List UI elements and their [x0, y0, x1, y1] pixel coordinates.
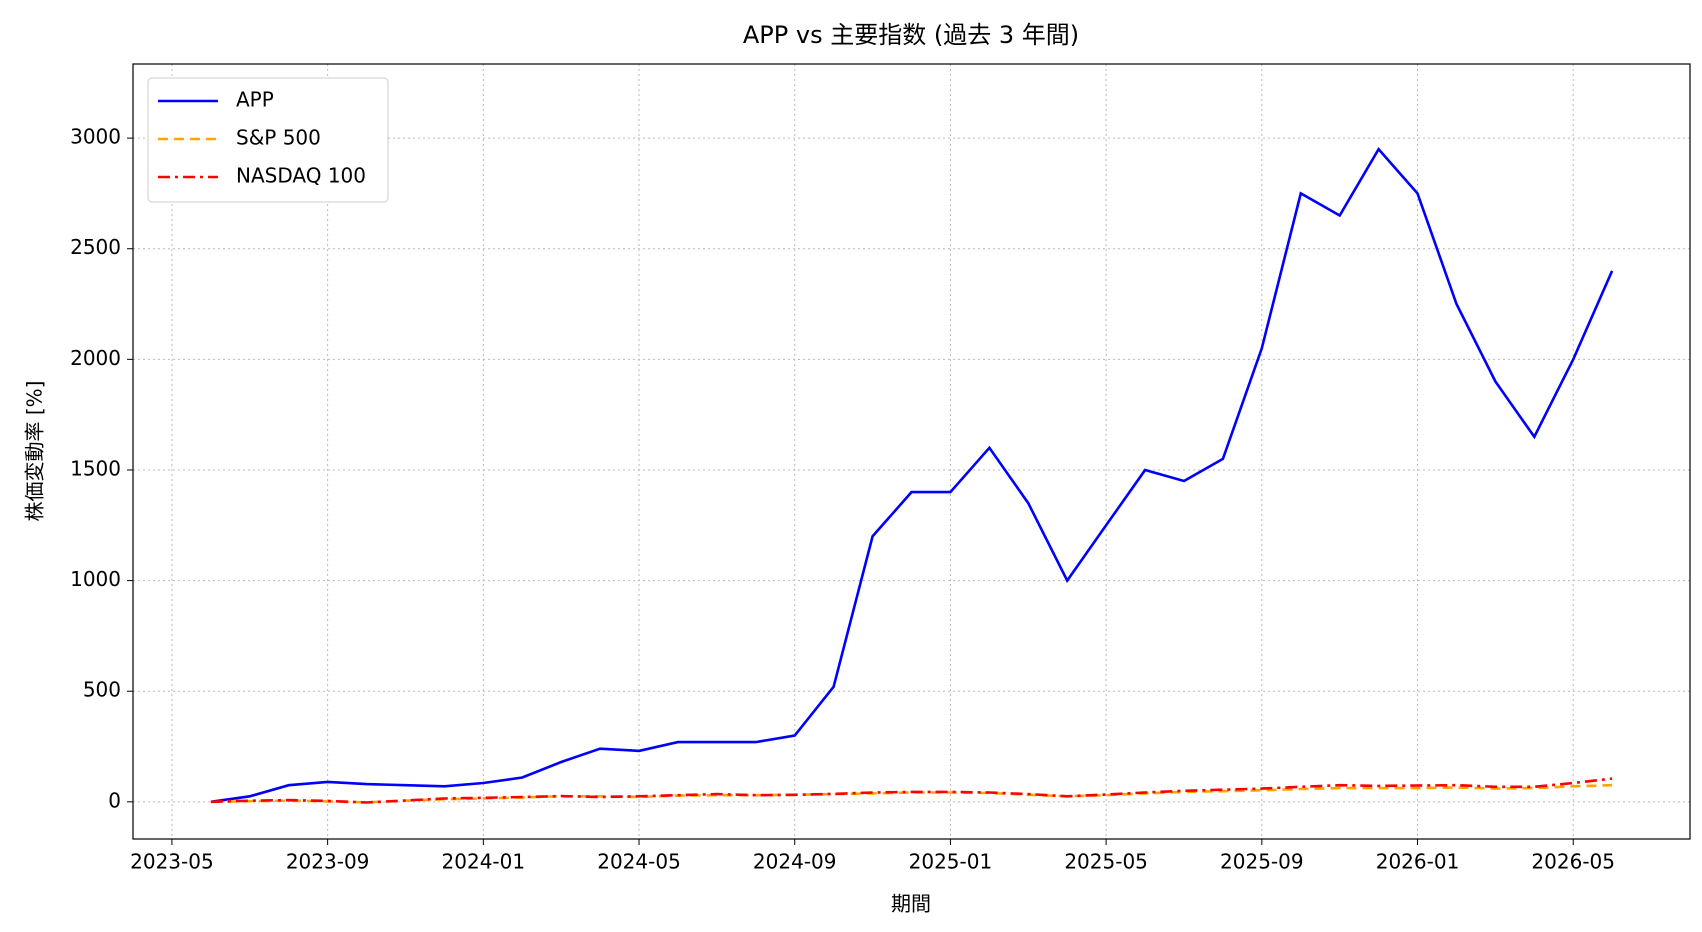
legend-box [147, 77, 389, 203]
x-tick-label: 2024-01 [442, 850, 526, 874]
x-tick-label: 2023-05 [130, 850, 214, 874]
legend-label: NASDAQ 100 [236, 164, 366, 188]
x-tick-label: 2025-09 [1220, 850, 1304, 874]
y-tick-label: 1000 [70, 567, 121, 591]
y-tick-label: 2500 [70, 235, 121, 259]
y-tick-label: 1500 [70, 456, 121, 480]
y-tick-label: 0 [108, 788, 121, 812]
data-line [210, 146, 1614, 804]
y-axis-label: 株価変動率 [%] [23, 381, 47, 522]
plot-frame [132, 63, 1691, 840]
y-tick-label: 3000 [70, 125, 121, 149]
y-tick-label: 2000 [70, 346, 121, 370]
legend: APP S&P 500 NASDAQ 100 [147, 77, 389, 203]
chart-title: APP vs 主要指数 (過去 3 年間) [743, 21, 1079, 49]
x-tick-label: 2024-09 [753, 850, 837, 874]
data-line [210, 777, 1613, 804]
x-tick-label: 2025-05 [1064, 850, 1148, 874]
x-tick-label: 2024-05 [597, 850, 681, 874]
x-tick-label: 2023-09 [286, 850, 370, 874]
x-tick-label: 2026-01 [1376, 850, 1460, 874]
legend-label: APP [236, 88, 274, 112]
x-tick-label: 2025-01 [909, 850, 993, 874]
y-tick-label: 500 [83, 678, 121, 702]
x-tick-label: 2026-05 [1531, 850, 1615, 874]
x-axis-label: 期間 [891, 892, 931, 916]
legend-label: S&P 500 [236, 126, 321, 150]
